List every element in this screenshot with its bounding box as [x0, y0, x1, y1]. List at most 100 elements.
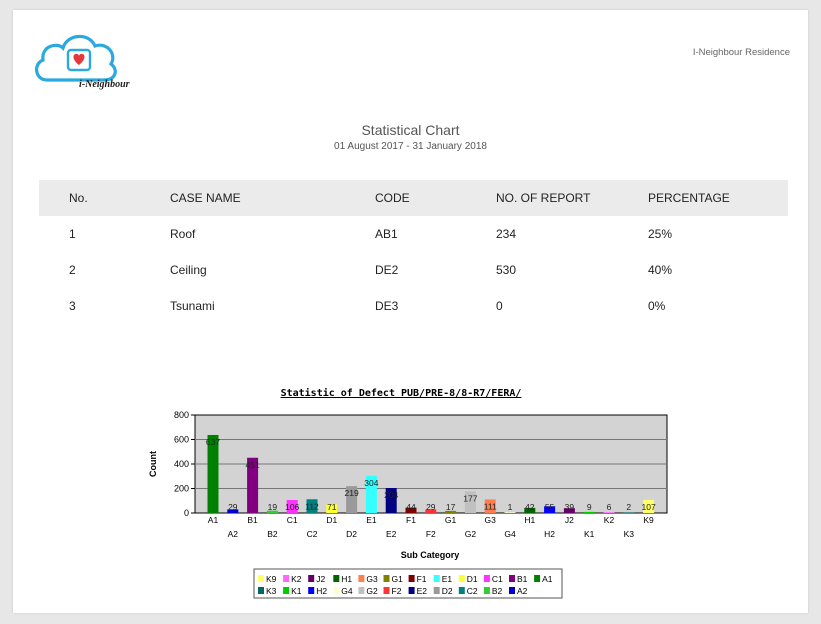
bar-k3 [623, 512, 635, 513]
x-axis-label: Sub Category [401, 550, 460, 560]
page-title: Statistical Chart [361, 122, 460, 138]
x-tick-label: K3 [624, 529, 635, 539]
x-tick-label: K9 [643, 515, 654, 525]
bar-e1 [365, 475, 377, 513]
y-tick-label: 200 [174, 484, 189, 494]
legend-swatch [509, 587, 515, 594]
legend-entry: K9 [266, 574, 277, 584]
cell-report-count: 530 [496, 263, 517, 277]
data-label: 177 [463, 493, 477, 503]
data-label: 304 [364, 478, 378, 488]
cell-no: 2 [69, 263, 76, 277]
report-sheet: i-Neighbour I-Neighbour Residence Statis… [13, 10, 808, 613]
data-label: 637 [206, 437, 220, 447]
legend-swatch [408, 575, 415, 582]
bar-k9 [643, 499, 655, 513]
legend-swatch [534, 575, 541, 582]
header-percentage: PERCENTAGE [648, 191, 730, 205]
legend-entry: K2 [291, 574, 302, 584]
legend-swatch [333, 587, 340, 594]
x-tick-label: F1 [406, 515, 416, 525]
x-tick-label: D1 [326, 515, 337, 525]
bar-g3 [484, 499, 496, 513]
data-label: 1 [508, 502, 513, 512]
legend-entry: F1 [417, 574, 427, 584]
bar-a1 [207, 434, 219, 513]
legend-entry: B1 [517, 574, 528, 584]
legend-swatch [283, 575, 290, 582]
i-neighbour-logo: i-Neighbour [35, 34, 130, 90]
data-label: 17 [446, 502, 456, 512]
data-label: 111 [484, 501, 497, 511]
legend-swatch [483, 587, 490, 594]
bar-c1 [286, 500, 298, 513]
x-tick-label: G2 [465, 529, 477, 539]
legend-entry: C1 [492, 574, 503, 584]
y-tick-label: 800 [174, 410, 189, 420]
bar-b1 [247, 457, 259, 513]
x-tick-label: K2 [604, 515, 615, 525]
bar-a2 [227, 509, 239, 513]
data-label: 6 [607, 502, 612, 512]
data-label: 451 [246, 460, 260, 470]
legend-swatch [433, 587, 440, 594]
table-row: 1 Roof AB1 234 25% [39, 216, 788, 252]
legend-swatch [383, 587, 390, 594]
cell-percentage: 40% [648, 263, 673, 277]
legend-swatch [408, 587, 415, 594]
legend-entry: E1 [442, 574, 453, 584]
x-tick-label: A1 [208, 515, 219, 525]
x-tick-label: C1 [287, 515, 298, 525]
cell-code: AB1 [375, 227, 398, 241]
cell-report-count: 234 [496, 227, 517, 241]
data-label: 19 [268, 502, 278, 512]
x-tick-label: F2 [426, 529, 436, 539]
residence-name: I-Neighbour Residence [692, 47, 790, 58]
bar-j2 [563, 508, 575, 513]
legend-entry: J2 [316, 574, 325, 584]
bar-c2 [306, 499, 318, 513]
legend-swatch [509, 575, 515, 582]
x-tick-label: D2 [346, 529, 357, 539]
legend-swatch [383, 575, 390, 582]
table-header: No. CASE NAME CODE NO. OF REPORT PERCENT… [39, 180, 788, 216]
legend-swatch [258, 587, 264, 594]
x-tick-label: A2 [228, 529, 239, 539]
data-label: 71 [327, 502, 337, 512]
x-tick-label: J2 [565, 515, 574, 525]
cell-percentage: 25% [648, 227, 673, 241]
cell-code: DE2 [375, 263, 399, 277]
cell-case-name: Ceiling [170, 263, 207, 277]
defect-bar-chart: Statistic of Defect PUB/PRE-8/8-R7/FERA/… [148, 387, 668, 599]
legend-swatch [358, 587, 365, 594]
x-tick-label: E1 [366, 515, 377, 525]
legend-entry: K3 [266, 586, 277, 596]
bar-h1 [524, 507, 536, 513]
bar-f2 [425, 509, 437, 513]
legend-entry: D1 [467, 574, 478, 584]
legend-swatch [458, 575, 465, 582]
data-label: 39 [565, 502, 575, 512]
cell-report-count: 0 [496, 299, 503, 313]
bar-d1 [326, 504, 338, 513]
data-label: 107 [642, 502, 656, 512]
x-tick-label: C2 [307, 529, 318, 539]
legend-entry: D2 [442, 586, 453, 596]
data-label: 219 [345, 488, 359, 498]
x-tick-label: B1 [247, 515, 258, 525]
table-row: 2 Ceiling DE2 530 40% [39, 252, 788, 288]
cell-code: DE3 [375, 299, 399, 313]
legend-entry: K1 [291, 586, 302, 596]
legend-swatch [283, 587, 290, 594]
y-tick-label: 400 [174, 459, 189, 469]
bar-k2 [603, 512, 615, 513]
y-tick-label: 0 [184, 508, 189, 518]
legend-entry: G4 [341, 586, 353, 596]
legend-entry: F2 [392, 586, 402, 596]
x-tick-label: G4 [504, 529, 516, 539]
bar-b2 [266, 510, 278, 513]
data-label: 29 [426, 502, 436, 512]
legend-swatch [308, 575, 315, 582]
bar-d2 [346, 486, 358, 513]
logo-text: i-Neighbour [79, 79, 130, 90]
